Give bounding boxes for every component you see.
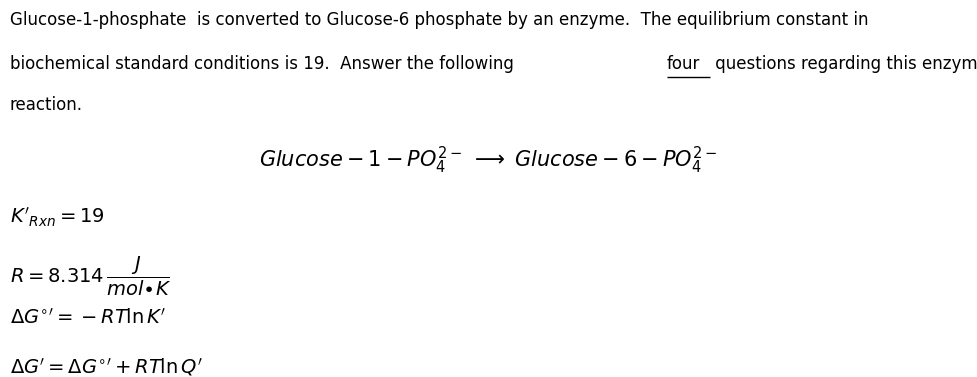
Text: Glucose-1-phosphate  is converted to Glucose-6 phosphate by an enzyme.  The equi: Glucose-1-phosphate is converted to Gluc… [10, 11, 869, 29]
Text: $R = 8.314\,\dfrac{J}{mol{\bullet}K}$: $R = 8.314\,\dfrac{J}{mol{\bullet}K}$ [10, 254, 171, 297]
Text: four: four [666, 55, 701, 73]
Text: $\Delta G^{\circ\prime} = -RT\ln K'$: $\Delta G^{\circ\prime} = -RT\ln K'$ [10, 307, 166, 327]
Text: $K'_{Rxn} = 19$: $K'_{Rxn} = 19$ [10, 205, 105, 229]
Text: reaction.: reaction. [10, 96, 83, 114]
Text: biochemical standard conditions is 19.  Answer the following: biochemical standard conditions is 19. A… [10, 55, 519, 73]
Text: $\mathit{Glucose} - 1 - \mathit{PO}_4^{2-}\;\longrightarrow\;\mathit{Glucose} - : $\mathit{Glucose} - 1 - \mathit{PO}_4^{2… [259, 145, 718, 176]
Text: $\Delta G' = \Delta G^{\circ\prime} + RT\ln Q'$: $\Delta G' = \Delta G^{\circ\prime} + RT… [10, 356, 203, 377]
Text: questions regarding this enzyme-catalyzed: questions regarding this enzyme-catalyze… [709, 55, 977, 73]
